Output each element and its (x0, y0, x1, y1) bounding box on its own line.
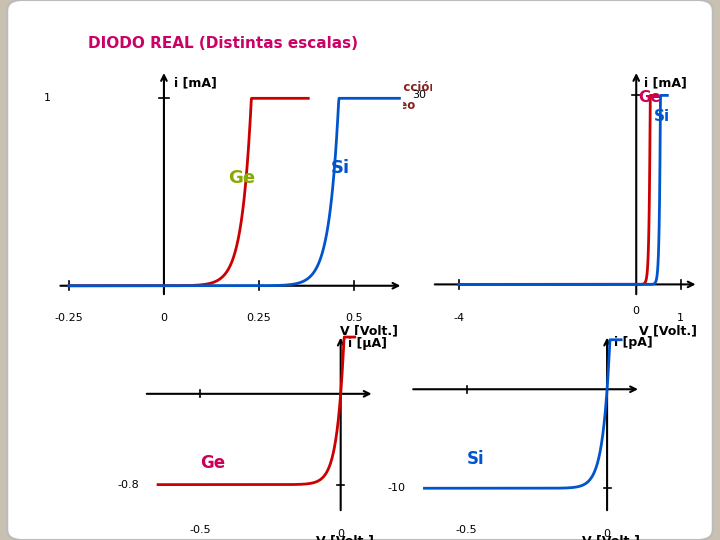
Text: 0.25: 0.25 (246, 313, 271, 323)
Text: -0.5: -0.5 (189, 525, 211, 536)
Text: 0: 0 (633, 306, 640, 316)
Text: V [Volt.]: V [Volt.] (582, 535, 640, 540)
Text: DIODO REAL (Distintas escalas): DIODO REAL (Distintas escalas) (89, 36, 359, 51)
Text: Si: Si (331, 159, 350, 177)
Text: 0: 0 (603, 529, 611, 539)
Text: 1: 1 (677, 313, 684, 323)
Text: V [Volt.]: V [Volt.] (639, 324, 697, 337)
Text: Ge: Ge (200, 454, 225, 471)
Text: V [Volt.]: V [Volt.] (316, 535, 374, 540)
Text: 0.5: 0.5 (345, 313, 363, 323)
Text: 30: 30 (413, 90, 427, 100)
Text: -0.25: -0.25 (55, 313, 84, 323)
Text: Ge: mejor en conducción
Si: mejor en  bloqueo: Ge: mejor en conducción Si: mejor en blo… (274, 81, 437, 112)
Text: -4: -4 (453, 313, 464, 323)
Text: Ge: Ge (639, 90, 662, 105)
Text: Ge: Ge (228, 168, 256, 187)
Text: i [mA]: i [mA] (644, 77, 687, 90)
Text: Si: Si (467, 449, 485, 468)
Text: -0.5: -0.5 (456, 525, 477, 536)
Text: i [mA]: i [mA] (174, 77, 217, 90)
Text: Si: Si (654, 109, 670, 124)
Text: -10: -10 (388, 483, 406, 493)
Text: 0: 0 (161, 313, 168, 323)
Text: 0: 0 (337, 529, 344, 539)
Text: i [pA]: i [pA] (614, 336, 653, 349)
Text: -0.8: -0.8 (117, 480, 140, 490)
Text: V [Volt.]: V [Volt.] (341, 324, 398, 337)
Text: 1: 1 (44, 93, 50, 103)
Text: i [μA]: i [μA] (348, 336, 387, 349)
